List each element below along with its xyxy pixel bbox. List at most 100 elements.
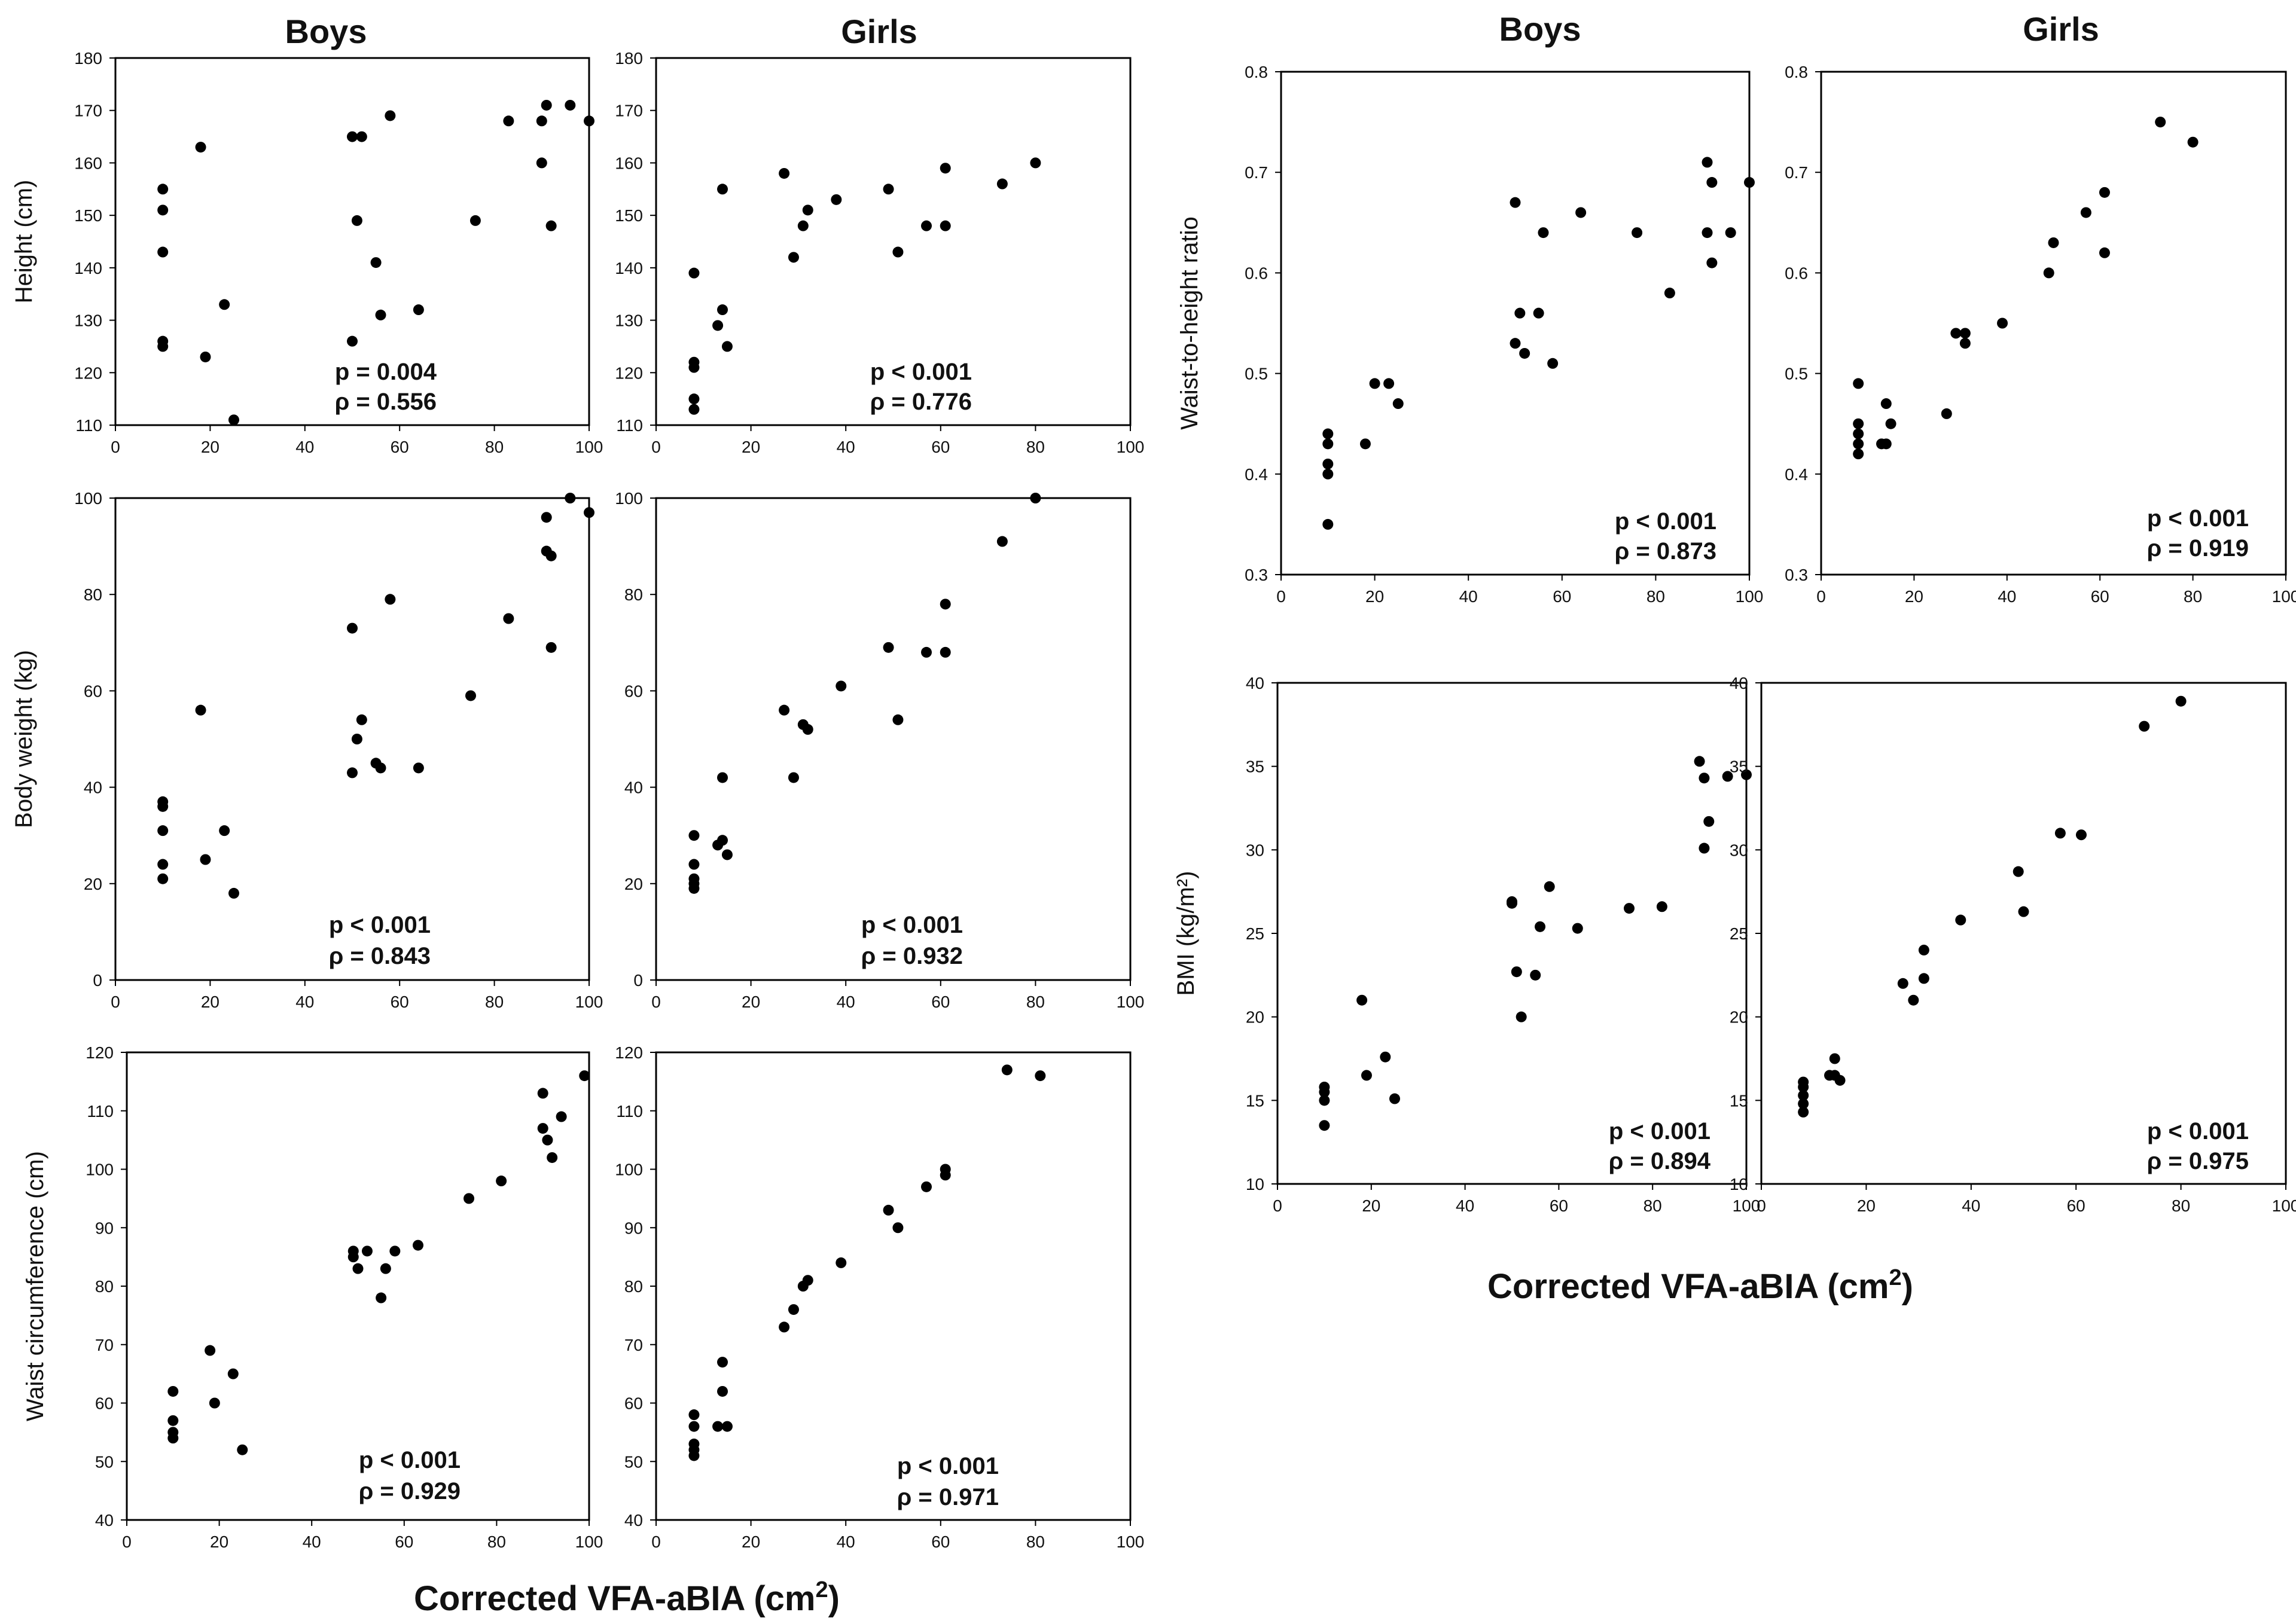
data-point: [1380, 1051, 1391, 1063]
plot-frame: [1276, 682, 1748, 1185]
plot-frame: [655, 497, 1132, 981]
y-tick-label: 20: [1730, 1008, 1748, 1027]
data-point: [503, 115, 514, 127]
x-tick-label: 20: [201, 993, 219, 1011]
data-point: [1383, 378, 1395, 389]
y-tick-label: 0.8: [1245, 63, 1268, 81]
y-tick-label: 130: [74, 312, 102, 330]
plot-frame: [114, 57, 590, 426]
data-point: [352, 1263, 364, 1274]
plot-frame: [114, 497, 590, 981]
data-point: [219, 825, 230, 837]
data-point: [413, 762, 424, 774]
data-point: [1369, 378, 1380, 389]
data-point: [1950, 328, 1962, 339]
data-point: [2175, 695, 2187, 707]
data-point: [565, 493, 576, 503]
data-point: [1853, 438, 1864, 450]
x-tick-label: 60: [391, 438, 409, 456]
data-point: [1798, 1106, 1809, 1118]
y-tick-label: 110: [616, 1102, 643, 1121]
data-point: [219, 299, 230, 310]
data-point: [464, 1193, 475, 1204]
y-tick-label: 0.4: [1245, 465, 1268, 484]
data-point: [1030, 157, 1041, 169]
data-point: [892, 714, 904, 725]
data-point: [1885, 418, 1896, 429]
x-tick-label: 40: [1998, 587, 2016, 606]
data-point: [1699, 842, 1710, 854]
data-point: [195, 704, 206, 716]
panel-height-boys: 0 20 40 60 80 100 110 120 130 140 150 160 170 180 Heig…: [11, 49, 603, 456]
data-point: [1035, 1070, 1046, 1082]
x-tick-label: 0: [651, 438, 661, 456]
x-axis-label-right: Corrected VFA-aBIA (cm2): [1487, 1265, 1913, 1306]
x-tick-label: 60: [2091, 587, 2109, 606]
y-tick-label: 20: [1246, 1008, 1264, 1027]
data-point: [157, 801, 169, 812]
x-tick-label: 100: [575, 438, 603, 456]
panel-whtr-boys: 0 20 40 60 80 100 0.3 0.4 0.5 0.6 0.7 0.8 Waist-to-h…: [1176, 63, 1763, 606]
y-tick-label: 110: [616, 416, 643, 435]
data-point: [545, 642, 557, 653]
data-point: [413, 304, 424, 316]
x-tick-label: 40: [295, 993, 314, 1011]
panel-whtr-girls: 0 20 40 60 80 100 0.3 0.4 0.5 0.6 0.7 0.8 p < 0.001 ρ…: [1785, 63, 2296, 606]
x-axis-label-right-text: Corrected VFA-aBIA (cm: [1487, 1267, 1889, 1306]
data-point: [351, 734, 362, 744]
x-tick-label: 40: [1459, 587, 1478, 606]
data-point: [2187, 136, 2199, 148]
data-point: [1834, 1074, 1846, 1086]
data-point: [1744, 177, 1755, 188]
data-point: [347, 622, 358, 634]
y-tick-label: 150: [74, 206, 102, 225]
data-point: [545, 220, 557, 231]
y-tick-label: 90: [624, 1219, 643, 1237]
data-point: [375, 309, 386, 320]
y-tick-label: 50: [95, 1452, 114, 1471]
stat-p-value: p < 0.001: [2147, 1118, 2249, 1144]
data-point: [1853, 418, 1864, 429]
data-point: [347, 1251, 359, 1263]
data-point: [167, 1433, 179, 1444]
data-point: [717, 835, 728, 846]
data-point: [584, 507, 594, 518]
data-point: [2048, 237, 2059, 248]
data-point: [779, 167, 790, 179]
x-tick-label: 0: [1757, 1196, 1766, 1215]
x-tick-label: 100: [1733, 1196, 1761, 1215]
x-tick-label: 0: [651, 993, 661, 1011]
data-point: [1392, 398, 1404, 410]
data-point: [1702, 157, 1713, 168]
data-point: [717, 772, 728, 783]
data-point: [2043, 267, 2054, 279]
data-point: [1725, 227, 1736, 239]
y-tick-label: 25: [1730, 924, 1748, 943]
data-point: [688, 830, 700, 841]
y-tick-label: 10: [1730, 1175, 1748, 1193]
x-tick-label: 0: [1816, 587, 1826, 606]
x-tick-label: 100: [2272, 587, 2296, 606]
y-tick-label: 0.4: [1785, 465, 1808, 484]
data-point: [228, 414, 239, 426]
data-point: [1703, 816, 1715, 827]
y-tick-label: 140: [615, 259, 643, 277]
data-point: [996, 536, 1008, 547]
data-point: [1547, 358, 1559, 369]
data-point: [556, 1111, 567, 1122]
y-tick-label: 0: [633, 971, 643, 990]
y-tick-label: 80: [95, 1277, 114, 1296]
x-tick-label: 0: [111, 993, 120, 1011]
stat-rho-value: ρ = 0.929: [359, 1478, 461, 1504]
x-tick-label: 20: [201, 438, 219, 456]
stat-rho-value: ρ = 0.919: [2147, 535, 2249, 561]
data-point: [1319, 1086, 1330, 1098]
y-tick-label: 60: [624, 1394, 643, 1413]
data-point: [1798, 1089, 1809, 1101]
x-axis-label-right-close: ): [1902, 1267, 1913, 1306]
data-point: [1941, 408, 1952, 419]
data-point: [1533, 307, 1544, 319]
x-tick-label: 40: [837, 438, 855, 456]
x-tick-label: 20: [742, 993, 760, 1011]
stat-rho-value: ρ = 0.843: [329, 943, 431, 969]
